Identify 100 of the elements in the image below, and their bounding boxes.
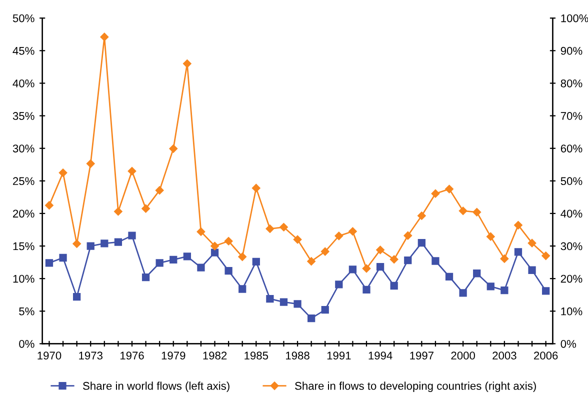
y2-tick-label: 40% bbox=[560, 210, 582, 218]
point bbox=[210, 248, 219, 256]
point bbox=[500, 286, 508, 294]
point bbox=[418, 238, 426, 247]
point bbox=[252, 258, 260, 266]
point bbox=[280, 298, 288, 306]
x-tick-label: 1988 bbox=[286, 352, 310, 360]
point bbox=[334, 232, 344, 240]
y-tick-label: 30% bbox=[12, 144, 34, 152]
point bbox=[321, 306, 329, 314]
x-tick-label: 1991 bbox=[327, 352, 351, 360]
point bbox=[348, 266, 357, 274]
point bbox=[459, 289, 467, 297]
y2-tick-label: 30% bbox=[560, 242, 582, 250]
point bbox=[210, 242, 219, 250]
point bbox=[45, 259, 54, 267]
point bbox=[142, 273, 150, 282]
x-tick-label: 1973 bbox=[79, 352, 102, 360]
y-tick-label: 5% bbox=[19, 307, 34, 316]
point bbox=[128, 232, 136, 240]
y-tick-label: 40% bbox=[12, 79, 34, 88]
point bbox=[390, 255, 398, 264]
point bbox=[542, 287, 550, 295]
y2-tick-label: 70% bbox=[560, 112, 582, 120]
point bbox=[252, 184, 260, 192]
point bbox=[362, 286, 370, 294]
point bbox=[238, 252, 246, 261]
legend-label: Share in flows to developing countries (right axis) bbox=[295, 382, 536, 392]
point bbox=[59, 254, 67, 262]
x-tick-label: 1985 bbox=[244, 352, 268, 360]
y2-tick-label: 100% bbox=[561, 14, 588, 22]
x-tick-label: 1976 bbox=[120, 352, 144, 360]
point bbox=[500, 254, 509, 263]
point bbox=[486, 232, 495, 241]
point bbox=[432, 257, 440, 265]
x-tick-label: 2000 bbox=[451, 352, 475, 360]
point bbox=[376, 246, 384, 254]
y2-tick-label: 0% bbox=[560, 340, 576, 348]
point bbox=[169, 144, 178, 153]
y2-tick-label: 60% bbox=[560, 144, 582, 152]
y-tick-label: 15% bbox=[13, 242, 34, 250]
point bbox=[362, 264, 371, 273]
y2-tick-label: 20% bbox=[560, 274, 582, 283]
point bbox=[472, 208, 481, 216]
point bbox=[514, 248, 522, 256]
y2-tick-label: 50% bbox=[560, 177, 582, 186]
point bbox=[266, 224, 274, 233]
point bbox=[514, 221, 522, 230]
point bbox=[224, 237, 233, 246]
point bbox=[404, 231, 412, 240]
x-tick-label: 1970 bbox=[38, 352, 62, 360]
point bbox=[155, 186, 164, 194]
point bbox=[197, 264, 205, 272]
point bbox=[320, 247, 330, 256]
point bbox=[156, 259, 164, 267]
point bbox=[458, 206, 468, 215]
point bbox=[142, 204, 150, 213]
point bbox=[445, 272, 454, 280]
y-tick-label: 10% bbox=[13, 274, 34, 283]
y-tick-label: 50% bbox=[12, 14, 34, 22]
x-tick-label: 2003 bbox=[492, 352, 516, 360]
point bbox=[45, 201, 54, 210]
point bbox=[445, 184, 454, 194]
y2-tick-label: 10% bbox=[561, 307, 582, 316]
point bbox=[72, 240, 81, 248]
point bbox=[58, 168, 68, 177]
y-tick-label: 20% bbox=[13, 210, 34, 218]
point bbox=[183, 60, 192, 68]
point bbox=[404, 256, 412, 264]
point bbox=[307, 257, 316, 266]
point bbox=[335, 280, 343, 288]
point bbox=[473, 270, 481, 278]
legend-label: Share in world flows (left axis) bbox=[83, 382, 230, 392]
point bbox=[224, 266, 232, 275]
x-tick-label: 1994 bbox=[368, 352, 392, 360]
point bbox=[280, 223, 288, 232]
x-tick-label: 1979 bbox=[162, 352, 186, 360]
x-tick-label: 1997 bbox=[410, 352, 434, 360]
point bbox=[196, 228, 206, 236]
point bbox=[542, 252, 550, 260]
x-tick-label: 1982 bbox=[203, 352, 227, 360]
point bbox=[86, 160, 95, 168]
point bbox=[376, 263, 384, 271]
y-tick-label: 45% bbox=[12, 46, 34, 55]
point bbox=[348, 227, 357, 236]
y2-tick-label: 80% bbox=[560, 79, 582, 88]
point bbox=[238, 285, 246, 293]
point bbox=[114, 238, 122, 246]
point bbox=[100, 240, 108, 248]
point bbox=[86, 242, 94, 250]
point bbox=[431, 189, 440, 198]
point bbox=[183, 252, 191, 260]
x-tick-label: 2006 bbox=[534, 352, 558, 360]
point bbox=[528, 238, 536, 248]
point bbox=[128, 167, 136, 176]
y2-tick-label: 90% bbox=[560, 46, 582, 55]
point bbox=[418, 212, 426, 220]
y-tick-label: 0% bbox=[19, 340, 34, 348]
point bbox=[100, 32, 109, 42]
point bbox=[114, 207, 122, 216]
